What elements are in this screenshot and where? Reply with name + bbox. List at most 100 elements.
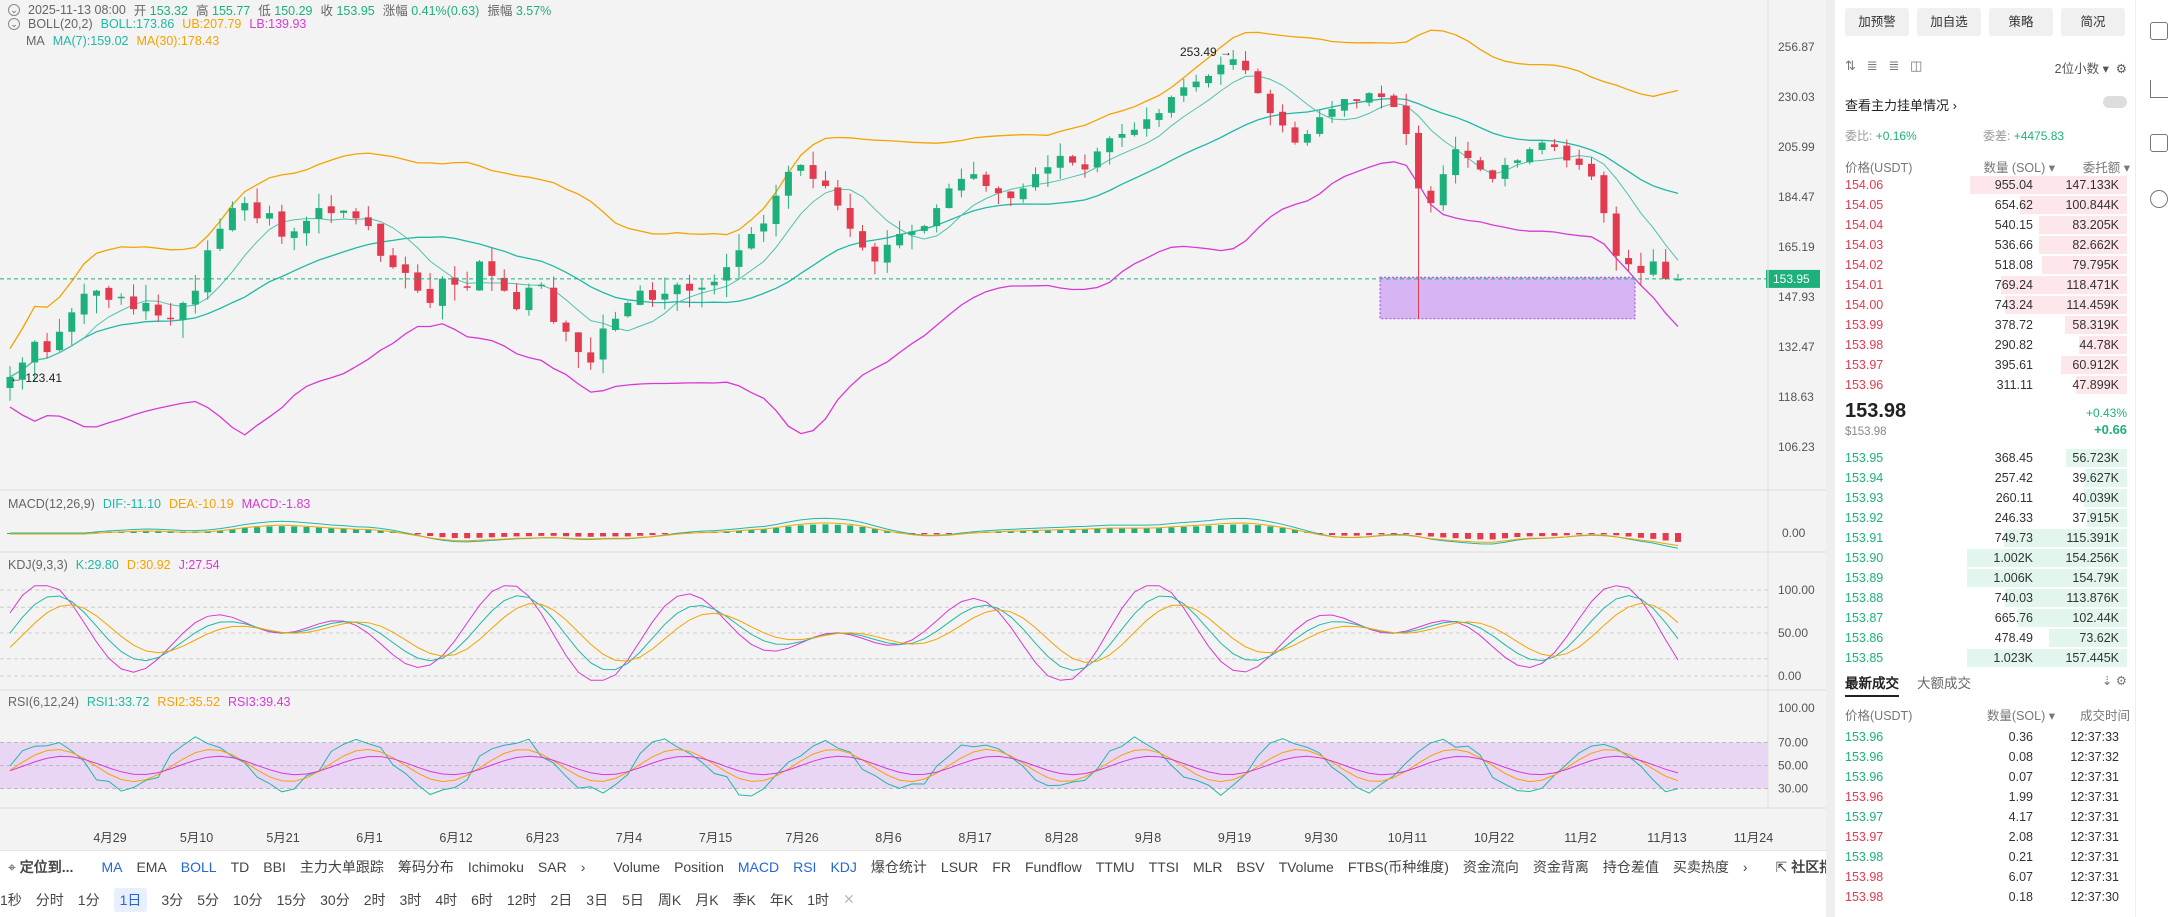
timeframe-4[interactable]: 3分 [161, 891, 184, 908]
ind-ma[interactable]: MA [101, 858, 123, 875]
orderbook-row[interactable]: 154.03 536.66 82.662K [1835, 235, 2127, 255]
orderbook-row[interactable]: 154.00 743.24 114.459K [1835, 295, 2127, 315]
orderbook-row[interactable]: 153.87 665.76 102.44K [1835, 608, 2127, 628]
ind-position[interactable]: Position [674, 858, 724, 875]
timeframe-0[interactable]: 1秒 [0, 891, 22, 908]
strategy-button[interactable]: 策略 [1989, 8, 2053, 36]
timeframe-13[interactable]: 12时 [506, 891, 537, 908]
timeframe-8[interactable]: 30分 [320, 891, 350, 908]
ind-macd[interactable]: MACD [737, 858, 780, 875]
add-watchlist-button[interactable]: 加自选 [1917, 8, 1981, 36]
decimals-select[interactable]: 2位小数 ▾ ⚙ [2054, 62, 2127, 76]
orderbook-row[interactable]: 153.89 1.006K 154.79K [1835, 568, 2127, 588]
ind-ttmu[interactable]: TTMU [1095, 858, 1135, 875]
orderbook-row[interactable]: 153.94 257.42 39.627K [1835, 468, 2127, 488]
timeframe-2[interactable]: 1分 [77, 891, 100, 908]
ind-liq[interactable]: 爆仓统计 [870, 858, 927, 875]
ind-tvolume[interactable]: TVolume [1278, 858, 1334, 875]
orderbook-row[interactable]: 153.97 395.61 60.912K [1835, 355, 2127, 375]
orderbook-row[interactable]: 153.95 368.45 56.723K [1835, 448, 2127, 468]
ind-fund-flow[interactable]: 资金流向 [1462, 858, 1519, 875]
ind-lsur[interactable]: LSUR [940, 858, 979, 875]
chevron-right-icon[interactable]: › [580, 858, 586, 875]
orderbook-row[interactable]: 153.98 290.82 44.78K [1835, 335, 2127, 355]
timeframe-11[interactable]: 4时 [435, 891, 458, 908]
ind-sar[interactable]: SAR [537, 858, 567, 875]
timeframe-14[interactable]: 2日 [550, 891, 573, 908]
orderbook-row[interactable]: 154.05 654.62 100.844K [1835, 195, 2127, 215]
locate-button[interactable]: ⌖ 定位到... [8, 858, 74, 875]
ind-td[interactable]: TD [230, 858, 250, 875]
ind-ttsi[interactable]: TTSI [1148, 858, 1179, 875]
ma-name[interactable]: MA [26, 34, 45, 48]
orderbook-row[interactable]: 153.86 478.49 73.62K [1835, 628, 2127, 648]
orderbook-row[interactable]: 153.85 1.023K 157.445K [1835, 648, 2127, 668]
currency-icon[interactable] [2150, 22, 2168, 40]
ind-fundflow[interactable]: Fundflow [1024, 858, 1082, 875]
trend-icon[interactable] [2150, 80, 2168, 98]
qty-col-select[interactable]: 数量 (SOL) ▾ [1983, 161, 2055, 175]
tab-latest-trades[interactable]: 最新成交 [1845, 672, 1899, 697]
total-col-select[interactable]: 委托额 ▾ [2082, 161, 2130, 175]
ind-rsi[interactable]: RSI [793, 858, 817, 875]
main-force-link[interactable]: 查看主力挂单情况 › [1845, 98, 1957, 113]
chevron-down-icon[interactable]: ⌄ [8, 3, 20, 16]
tab-large-trades[interactable]: 大额成交 [1917, 676, 1971, 691]
timeframe-17[interactable]: 周K [657, 891, 682, 908]
trade-qty-col-select[interactable]: 数量(SOL) ▾ [1986, 709, 2055, 723]
ind-main-force[interactable]: 主力大单跟踪 [299, 858, 384, 875]
timeframe-16[interactable]: 5日 [622, 891, 644, 908]
timeframe-15[interactable]: 3日 [586, 891, 609, 908]
orderbook-row[interactable]: 153.99 378.72 58.319K [1835, 315, 2127, 335]
chart-area[interactable]: 256.87 230.03 205.99 184.47 165.19 147.93 132.… [0, 0, 1826, 850]
orderbook-row[interactable]: 154.04 540.15 83.205K [1835, 215, 2127, 235]
orderbook-row[interactable]: 154.01 769.24 118.471K [1835, 275, 2127, 295]
add-alert-button[interactable]: 加预警 [1845, 8, 1909, 36]
chevron-down-icon[interactable]: ⌄ [8, 18, 20, 30]
chart-icon[interactable] [2150, 134, 2168, 152]
ind-chips[interactable]: 筹码分布 [397, 858, 454, 875]
panel-divider[interactable] [1826, 0, 1835, 917]
ind-boll[interactable]: BOLL [180, 858, 217, 875]
ind-kdj[interactable]: KDJ [830, 858, 857, 875]
timeframe-3[interactable]: 1日 [113, 887, 148, 912]
timeframe-10[interactable]: 3时 [399, 891, 422, 908]
timeframe-12[interactable]: 6时 [471, 891, 493, 908]
ind-oi-diff[interactable]: 持仓差值 [1602, 858, 1659, 875]
ind-bsv[interactable]: BSV [1236, 858, 1265, 875]
orderbook-row[interactable]: 153.90 1.002K 154.256K [1835, 548, 2127, 568]
timeframe-6[interactable]: 10分 [232, 891, 263, 908]
boll-name[interactable]: BOLL(20,2) [28, 17, 93, 31]
ind-mlr[interactable]: MLR [1192, 858, 1223, 875]
orderbook-row[interactable]: 153.92 246.33 37.915K [1835, 508, 2127, 528]
orderbook-view-icons[interactable]: ⇅ ≣ ≣ ◫ [1845, 58, 1923, 73]
ind-ema[interactable]: EMA [136, 858, 167, 875]
ind-bbi[interactable]: BBI [263, 858, 286, 875]
ind-heat[interactable]: 买卖热度 [1672, 858, 1729, 875]
trades-settings-icon[interactable]: ⇣ ⚙ [2101, 674, 2127, 688]
ind-fund-div[interactable]: 资金背离 [1532, 858, 1589, 875]
ind-ichimoku[interactable]: Ichimoku [467, 858, 524, 875]
orderbook-row[interactable]: 153.88 740.03 113.876K [1835, 588, 2127, 608]
timeframe-18[interactable]: 月K [695, 891, 719, 908]
ind-fr[interactable]: FR [992, 858, 1011, 875]
timeframe-9[interactable]: 2时 [363, 891, 386, 908]
orderbook-row[interactable]: 153.91 749.73 115.391K [1835, 528, 2127, 548]
orderbook-row[interactable]: 153.93 260.11 40.039K [1835, 488, 2127, 508]
timeframe-1[interactable]: 分时 [35, 891, 64, 908]
orderbook-row[interactable]: 153.96 311.11 47.899K [1835, 375, 2127, 395]
timeframe-21[interactable]: 1时 [807, 891, 830, 908]
close-icon[interactable]: ✕ [843, 891, 855, 907]
timeframe-7[interactable]: 15分 [276, 891, 307, 908]
main-force-toggle[interactable] [2103, 96, 2127, 108]
price-chart-svg[interactable]: 256.87 230.03 205.99 184.47 165.19 147.93 132.… [0, 0, 1826, 850]
timeframe-20[interactable]: 年K [769, 891, 794, 908]
timeframe-5[interactable]: 5分 [197, 891, 219, 908]
ind-volume[interactable]: Volume [613, 858, 661, 875]
orderbook-row[interactable]: 154.06 955.04 147.133K [1835, 175, 2127, 195]
chevron-right-icon[interactable]: › [1742, 858, 1748, 875]
orderbook-row[interactable]: 154.02 518.08 79.795K [1835, 255, 2127, 275]
rsi-name[interactable]: RSI(6,12,24) [8, 695, 79, 709]
settings-icon[interactable] [2150, 190, 2168, 208]
timeframe-19[interactable]: 季K [732, 891, 756, 908]
